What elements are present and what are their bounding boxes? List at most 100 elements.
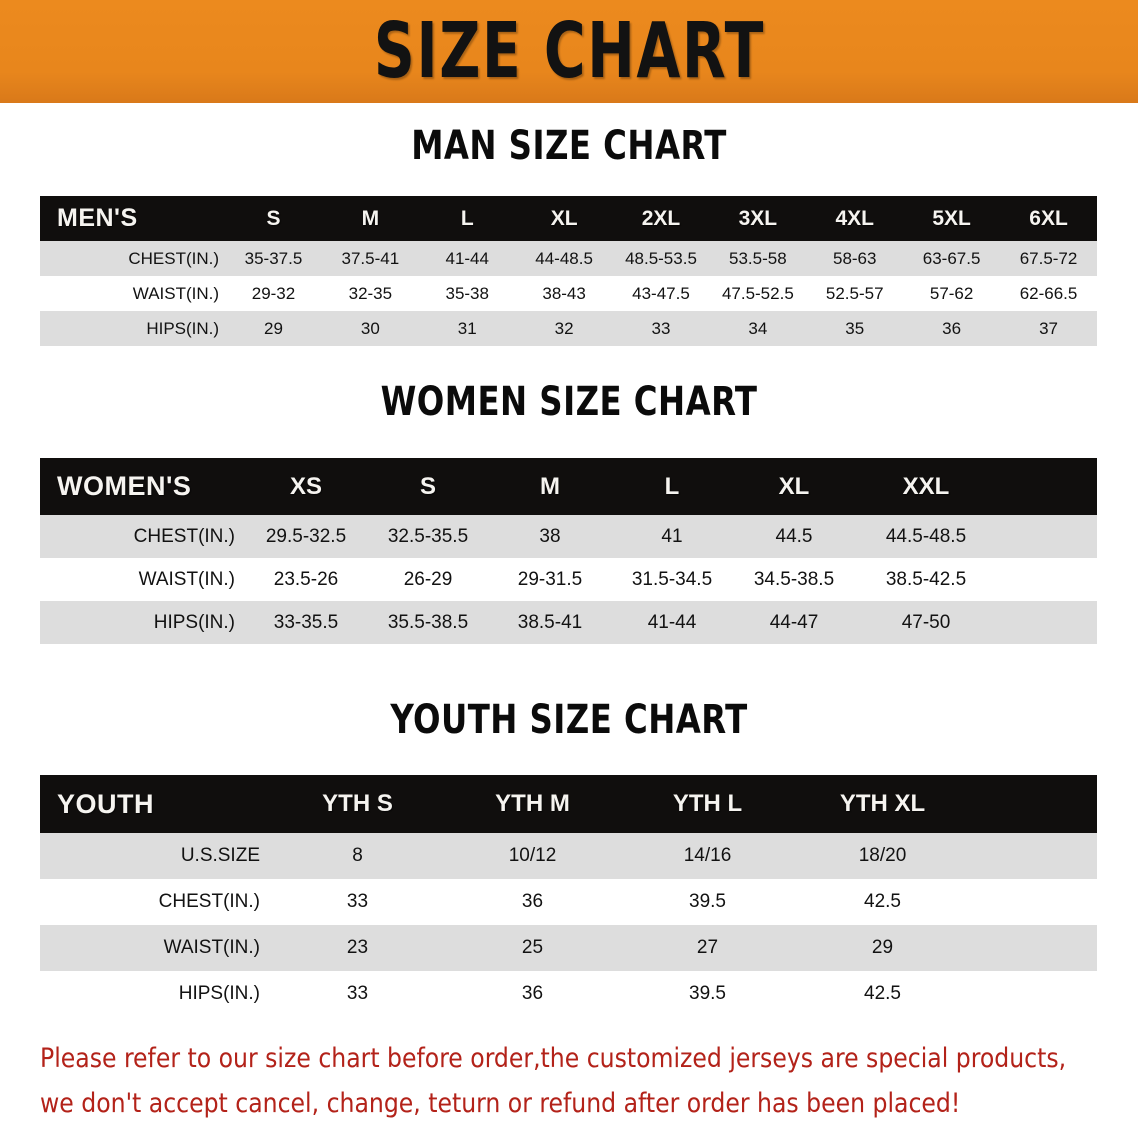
man-hips-3xl: 34 xyxy=(748,318,768,338)
man-chest-4xl: 58-63 xyxy=(832,248,877,268)
women-row-label-waist: WAIST(IN.) xyxy=(138,568,235,590)
women-col-header-m: M xyxy=(540,472,560,500)
page-banner: SIZE CHART xyxy=(0,0,1138,103)
man-col-header-2xl: 2XL xyxy=(641,206,681,230)
youth-col-header-spacer xyxy=(970,775,1097,833)
man-row-label-chest: CHEST(IN.) xyxy=(128,248,220,268)
youth-corner-label: YOUTH xyxy=(57,788,154,819)
youth-row-label-waist: WAIST(IN.) xyxy=(163,937,260,958)
man-col-header-3xl: 3XL xyxy=(738,206,778,230)
table-row: CHEST(IN.) 29.5-32.5 32.5-35.5 38 41 44.… xyxy=(40,515,1097,558)
man-row-label-hips: HIPS(IN.) xyxy=(146,318,220,338)
youth-col-header-yth-s: YTH S xyxy=(322,790,393,817)
women-chest-s: 32.5-35.5 xyxy=(387,525,469,547)
man-hips-s: 29 xyxy=(264,318,283,338)
women-col-header-xl: XL xyxy=(778,472,810,500)
youth-section-title: YOUTH SIZE CHART xyxy=(390,697,748,743)
women-hips-xl: 44-47 xyxy=(769,611,819,633)
women-corner-label: WOMEN'S xyxy=(57,471,192,501)
youth-us-size-yth-s: 8 xyxy=(352,845,363,866)
man-hips-6xl: 37 xyxy=(1039,318,1058,338)
youth-us-size-yth-xl: 18/20 xyxy=(858,845,907,866)
table-row: HIPS(IN.) 29 30 31 32 33 34 35 36 37 xyxy=(40,311,1097,346)
man-waist-s: 29-32 xyxy=(251,283,296,303)
man-chest-6xl: 67.5-72 xyxy=(1019,248,1078,268)
women-waist-s: 26-29 xyxy=(403,568,453,590)
page-title: SIZE CHART xyxy=(373,7,765,96)
man-col-header-l: L xyxy=(460,206,474,230)
youth-hips-yth-m: 36 xyxy=(521,983,544,1004)
women-table-header-row: WOMEN'S XS S M L XL XXL xyxy=(40,458,1097,515)
man-corner-label: MEN'S xyxy=(57,204,138,232)
table-row: CHEST(IN.) 33 36 39.5 42.5 xyxy=(40,879,1097,925)
youth-waist-yth-xl: 29 xyxy=(871,937,894,958)
youth-hips-yth-xl: 42.5 xyxy=(864,983,901,1004)
table-row: U.S.SIZE 8 10/12 14/16 18/20 xyxy=(40,833,1097,879)
disclaimer-line-1: Please refer to our size chart before or… xyxy=(40,1043,1067,1074)
table-row: WAIST(IN.) 23 25 27 29 xyxy=(40,925,1097,971)
youth-col-header-yth-m: YTH M xyxy=(495,790,570,817)
women-col-header-spacer xyxy=(997,458,1097,515)
man-hips-2xl: 33 xyxy=(651,318,671,338)
youth-size-table: YOUTH YTH S YTH M YTH L YTH XL U.S.SIZE … xyxy=(40,775,1097,1017)
table-row: WAIST(IN.) 29-32 32-35 35-38 38-43 43-47… xyxy=(40,276,1097,311)
youth-chest-yth-l: 39.5 xyxy=(689,891,726,912)
women-col-header-l: L xyxy=(664,472,680,500)
disclaimer-note: Please refer to our size chart before or… xyxy=(40,1036,1076,1126)
women-chest-spacer xyxy=(997,515,1097,558)
man-chest-3xl: 53.5-58 xyxy=(729,248,787,268)
man-hips-5xl: 36 xyxy=(942,318,962,338)
youth-row-label-chest: CHEST(IN.) xyxy=(158,891,260,912)
women-chest-m: 38 xyxy=(539,525,561,547)
women-waist-l: 31.5-34.5 xyxy=(631,568,713,590)
table-row: CHEST(IN.) 35-37.5 37.5-41 41-44 44-48.5… xyxy=(40,241,1097,276)
youth-chest-yth-m: 36 xyxy=(521,891,544,912)
women-col-header-xs: XS xyxy=(289,472,322,500)
youth-table-header-row: YOUTH YTH S YTH M YTH L YTH XL xyxy=(40,775,1097,833)
women-waist-xs: 23.5-26 xyxy=(273,568,339,590)
youth-hips-spacer xyxy=(970,971,1097,1017)
man-table-header-row: MEN'S S M L XL 2XL 3XL 4XL 5XL 6XL xyxy=(40,196,1097,241)
table-row: HIPS(IN.) 33 36 39.5 42.5 xyxy=(40,971,1097,1017)
women-hips-m: 38.5-41 xyxy=(517,611,583,633)
women-col-header-xxl: XXL xyxy=(902,472,950,500)
man-col-header-6xl: 6XL xyxy=(1029,206,1068,230)
man-col-header-5xl: 5XL xyxy=(932,206,971,230)
man-col-header-4xl: 4XL xyxy=(835,206,874,230)
youth-hips-yth-l: 39.5 xyxy=(689,983,726,1004)
women-chest-l: 41 xyxy=(661,525,683,547)
women-chest-xs: 29.5-32.5 xyxy=(265,525,347,547)
man-col-header-s: S xyxy=(266,206,281,230)
youth-col-header-yth-l: YTH L xyxy=(672,790,743,817)
table-row: HIPS(IN.) 33-35.5 35.5-38.5 38.5-41 41-4… xyxy=(40,601,1097,644)
youth-us-size-yth-l: 14/16 xyxy=(683,845,732,866)
women-col-header-s: S xyxy=(419,472,436,500)
man-col-header-m: M xyxy=(361,206,380,230)
women-waist-xxl: 38.5-42.5 xyxy=(885,568,967,590)
man-waist-4xl: 52.5-57 xyxy=(825,283,884,303)
women-hips-spacer xyxy=(997,601,1097,644)
man-waist-6xl: 62-66.5 xyxy=(1019,283,1078,303)
man-section-title: MAN SIZE CHART xyxy=(411,123,727,169)
women-waist-xl: 34.5-38.5 xyxy=(753,568,835,590)
man-waist-3xl: 47.5-52.5 xyxy=(721,283,794,303)
women-hips-s: 35.5-38.5 xyxy=(387,611,469,633)
man-hips-4xl: 35 xyxy=(845,318,865,338)
youth-us-size-yth-m: 10/12 xyxy=(508,845,557,866)
man-chest-2xl: 48.5-53.5 xyxy=(625,248,697,268)
women-section-title: WOMEN SIZE CHART xyxy=(380,379,758,425)
women-hips-xxl: 47-50 xyxy=(901,611,951,633)
table-row: WAIST(IN.) 23.5-26 26-29 29-31.5 31.5-34… xyxy=(40,558,1097,601)
women-size-table: WOMEN'S XS S M L XL XXL CHEST(IN.) 29.5-… xyxy=(40,458,1097,644)
youth-us-size-spacer xyxy=(970,833,1097,879)
man-size-table: MEN'S S M L XL 2XL 3XL 4XL 5XL 6XL CHEST… xyxy=(40,196,1097,346)
women-hips-l: 41-44 xyxy=(647,611,697,633)
disclaimer-line-2: we don't accept cancel, change, teturn o… xyxy=(40,1088,961,1119)
man-waist-2xl: 43-47.5 xyxy=(632,283,690,303)
man-col-header-xl: XL xyxy=(550,206,578,230)
youth-chest-yth-xl: 42.5 xyxy=(864,891,901,912)
women-chest-xl: 44.5 xyxy=(775,525,813,547)
man-row-label-waist: WAIST(IN.) xyxy=(132,283,220,303)
youth-waist-yth-m: 25 xyxy=(521,937,544,958)
youth-chest-spacer xyxy=(970,879,1097,925)
